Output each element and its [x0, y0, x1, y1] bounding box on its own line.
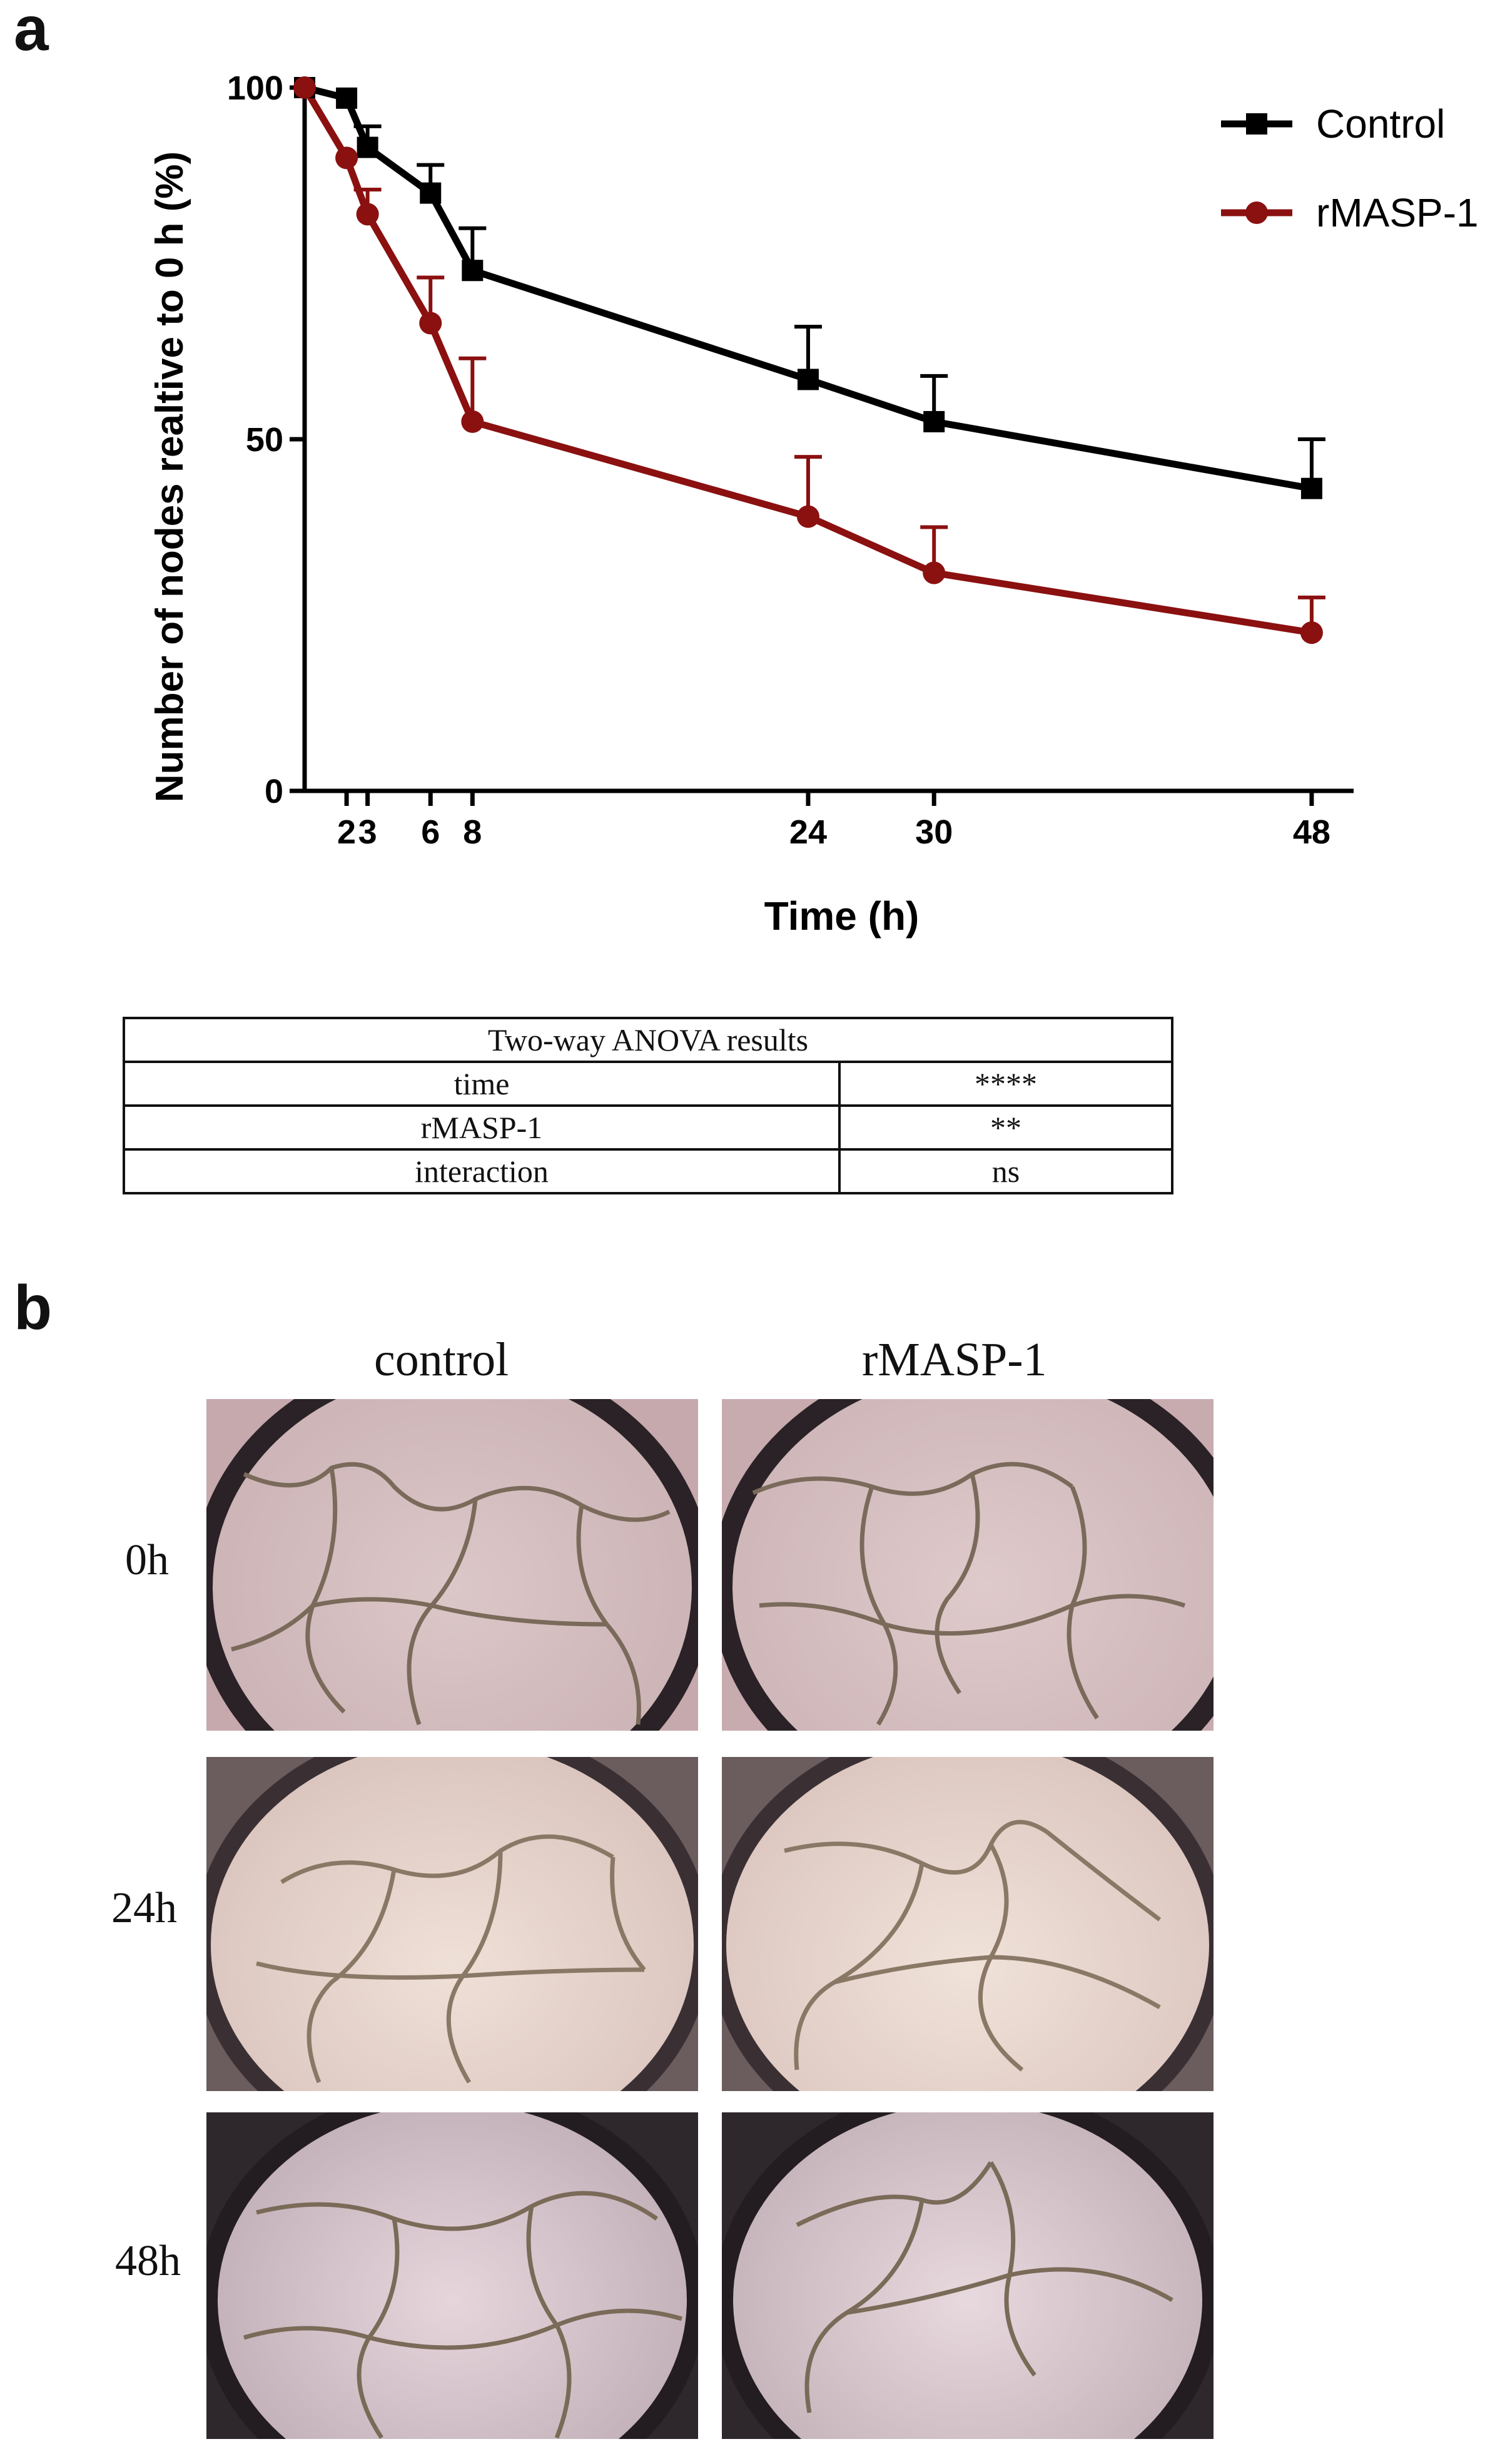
data-point	[293, 76, 316, 99]
legend-marker	[1246, 113, 1267, 135]
x-tick-label: 48	[1293, 813, 1330, 851]
table-row: time ****	[123, 1061, 1173, 1107]
legend-label: rMASP-1	[1316, 190, 1479, 235]
data-point	[356, 203, 379, 226]
y-tick-label: 0	[265, 773, 283, 810]
data-point	[420, 182, 442, 204]
data-point	[419, 312, 442, 335]
line-chart: 0 50 100 2 3 6 8 24 30 48 Time (h) Number of nodes …	[148, 69, 1479, 939]
x-axis-label: Time (h)	[764, 893, 920, 939]
error-bars	[353, 124, 1325, 633]
data-point	[797, 369, 819, 390]
data-point	[923, 410, 945, 432]
panel-a-label: a	[14, 0, 49, 64]
column-label-rmasp1: rMASP-1	[862, 1333, 1047, 1386]
anova-factor: time	[123, 1061, 841, 1107]
chart-axes: 0 50 100 2 3 6 8 24 30 48 Time (h) Number of nodes …	[148, 69, 1354, 939]
y-axis-label: Number of nodes realtive to 0 h (%)	[148, 151, 191, 802]
anova-significance: ****	[838, 1061, 1173, 1107]
anova-significance: **	[838, 1104, 1173, 1151]
data-point	[336, 87, 358, 109]
anova-factor: interaction	[123, 1148, 841, 1194]
table-row: rMASP-1 **	[123, 1104, 1173, 1151]
panel-b-label: b	[14, 1273, 53, 1343]
table-row: interaction ns	[123, 1148, 1173, 1194]
anova-significance: ns	[838, 1148, 1173, 1194]
data-point	[357, 136, 378, 158]
data-point	[923, 561, 946, 584]
column-label-control: control	[374, 1333, 509, 1386]
series-markers	[293, 76, 1323, 644]
legend-marker	[1245, 201, 1268, 224]
data-point	[1300, 621, 1323, 644]
anova-title: Two-way ANOVA results	[123, 1017, 1173, 1063]
data-point	[462, 260, 484, 282]
row-label-48h: 48h	[115, 2237, 181, 2285]
anova-factor: rMASP-1	[123, 1104, 841, 1151]
micrograph-rmasp1-48h	[722, 2112, 1214, 2439]
anova-title-row: Two-way ANOVA results	[123, 1017, 1173, 1063]
micrograph-rmasp1-0h	[722, 1399, 1214, 1731]
micrograph-control-24h	[206, 1757, 698, 2091]
x-tick-label: 3	[358, 813, 377, 851]
x-tick-label: 24	[789, 813, 827, 851]
micrograph-control-48h	[206, 2112, 698, 2439]
micrograph-rmasp1-24h	[722, 1757, 1214, 2091]
y-tick-label: 100	[227, 69, 283, 107]
data-point	[335, 146, 358, 170]
data-point	[796, 505, 819, 528]
legend-label: Control	[1316, 101, 1445, 146]
series-line-control	[303, 84, 1312, 492]
micrograph-control-0h	[206, 1399, 698, 1731]
chart-legend: Control rMASP-1	[1221, 101, 1479, 235]
x-tick-label: 30	[915, 813, 953, 851]
row-label-24h: 24h	[111, 1884, 177, 1932]
x-tick-label: 8	[463, 813, 482, 851]
x-tick-label: 2	[337, 813, 356, 851]
y-tick-label: 50	[246, 421, 283, 459]
data-point	[461, 410, 484, 433]
x-tick-label: 6	[421, 813, 440, 851]
row-label-0h: 0h	[125, 1536, 169, 1584]
data-point	[1300, 477, 1322, 499]
anova-table: Two-way ANOVA results time **** rMASP-1 …	[123, 1017, 1173, 1194]
